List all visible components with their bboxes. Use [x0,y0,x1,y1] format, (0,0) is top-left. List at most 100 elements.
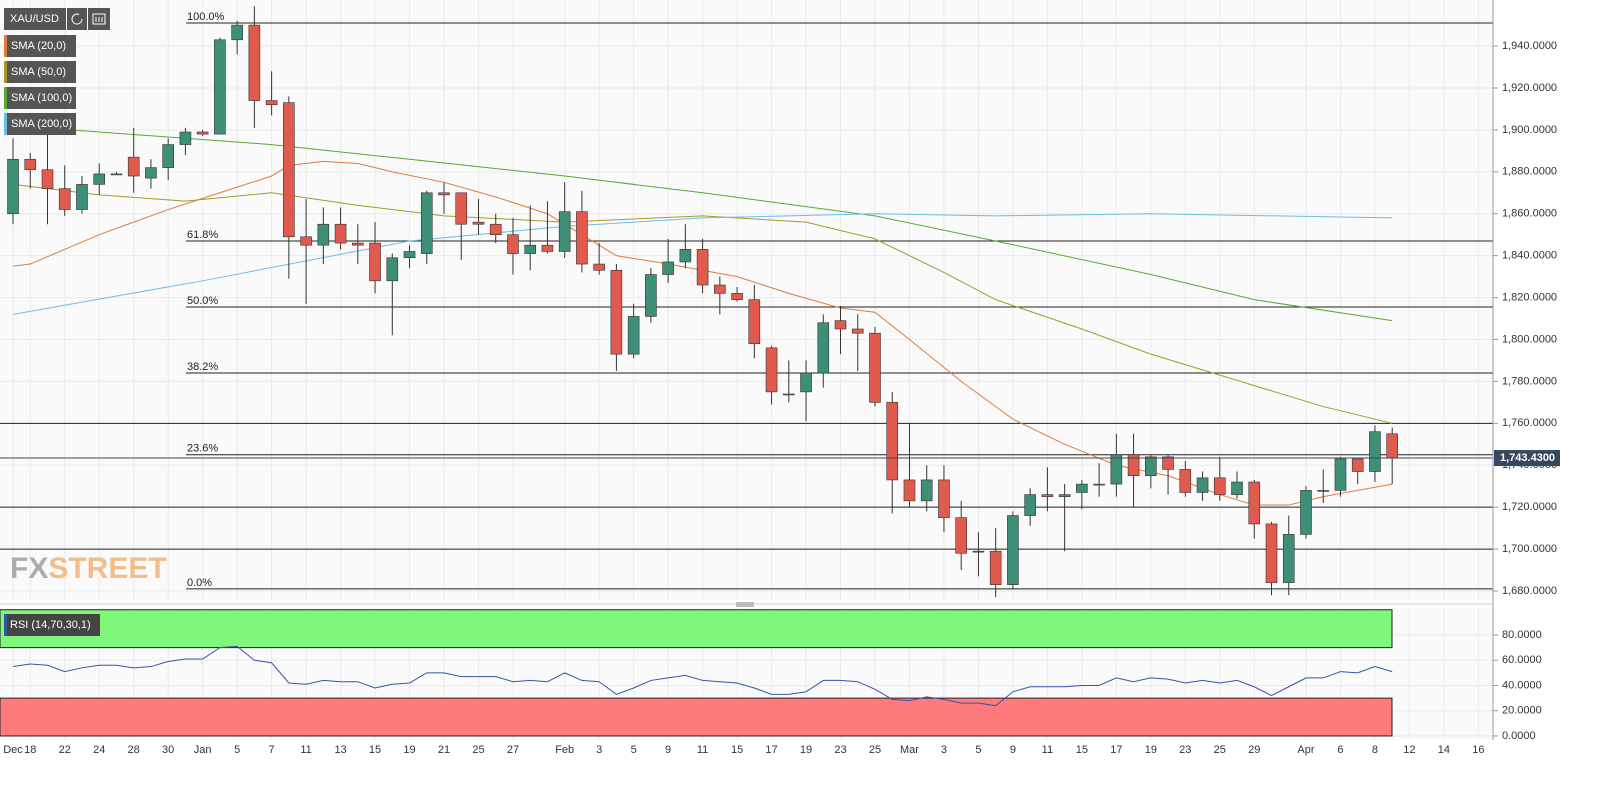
x-tick-label: 12 [1403,744,1415,756]
legend-label: SMA (100,0) [11,92,72,104]
legend-box[interactable] [4,614,100,636]
candle-body [93,173,106,185]
x-tick-label: Dec [3,744,23,756]
legend-box[interactable] [4,87,76,109]
candle-body [524,244,537,254]
refresh-icon [71,13,83,25]
candle-body [403,251,416,259]
x-tick-label: 3 [596,744,602,756]
y-tick-label: 0.0000 [1502,730,1536,742]
candle-body [920,479,933,502]
y-tick-label: 1,840.0000 [1502,250,1557,262]
x-tick-label: 23 [1179,744,1191,756]
candle-body [903,479,916,502]
candle-body [1041,494,1054,497]
x-tick-label: 11 [1042,744,1053,756]
candle-body [1282,534,1295,583]
candle-body [1007,515,1019,586]
candle-body [748,299,761,344]
y-tick-label: 1,700.0000 [1502,543,1557,555]
candle-body [1076,483,1088,493]
grid [0,0,1493,740]
rsi-zone [0,609,1393,649]
candle-body [300,236,312,246]
y-tick-label: 40.0000 [1502,679,1542,691]
candle-body [1265,523,1278,583]
fib-label: 100.0% [187,11,225,23]
candle-body [1213,477,1226,495]
candle-body [731,293,743,300]
legend-swatch [4,87,7,109]
legend-box[interactable] [4,35,76,57]
candle-body [714,284,726,294]
legend-label: RSI (14,70,30,1) [10,619,91,631]
candle-body [145,167,157,179]
y-tick-label: 1,940.0000 [1502,40,1557,52]
candle-body [283,102,295,238]
candle-body [800,372,812,393]
candle-body [662,261,674,275]
candle-body [1351,458,1364,472]
refresh-button[interactable] [67,8,87,30]
candle-body [938,479,950,518]
legend: SMA (20,0) SMA (50,0) SMA (100,0) SMA (200,… [4,35,100,636]
candle-body [645,274,657,317]
x-tick-label: 9 [665,744,671,756]
candle-body [1300,490,1312,535]
x-tick-label: 7 [269,744,275,756]
y-tick-label: 1,880.0000 [1502,166,1557,178]
marks: 100.0% 61.8% 50.0% 38.2% 23.6% 0.0% [0,6,1493,707]
x-tick-label: 5 [631,744,637,756]
legend-swatch [4,614,7,636]
legend-label: SMA (50,0) [11,66,66,78]
x-tick-label: 22 [59,744,71,756]
settings-icon [92,13,106,25]
x-tick-label: 25 [1214,744,1226,756]
logo-street: STREET [48,552,166,585]
x-tick-label: 28 [128,744,140,756]
x-tick-label: 14 [1438,744,1450,756]
symbol-box[interactable] [4,8,66,30]
x-tick-label: Apr [1297,744,1314,756]
candle-body [541,244,554,252]
resize-handle[interactable] [736,602,754,607]
x-tick-label: 24 [93,744,105,756]
candle-body [438,192,450,196]
candle-body [1145,456,1157,477]
fib-label: 0.0% [187,577,212,589]
y-tick-label: 1,680.0000 [1502,585,1557,597]
candle-body [386,257,399,282]
candle-body [1248,481,1261,525]
sma-line [12,183,1393,424]
legend-label: SMA (200,0) [11,118,72,130]
y-tick-label: 20.0000 [1502,705,1542,717]
x-tick-label: Feb [555,744,574,756]
x-tick-label: 13 [334,744,346,756]
x-tick-label: 9 [1010,744,1016,756]
candle-body [58,188,71,210]
toolbar: XAU/USD [4,8,110,30]
rsi-zone [0,697,1393,737]
last-price-box [1494,450,1560,467]
fib-label: 61.8% [187,229,218,241]
fib-label: 23.6% [187,443,218,455]
legend-box[interactable] [4,113,76,135]
candle-body [851,328,864,334]
candle-body [558,211,571,252]
legend-label: SMA (20,0) [11,40,66,52]
x-tick-label: 25 [472,744,484,756]
x-tick-label: 27 [507,744,519,756]
candle-body [1231,481,1243,495]
x-tick-label: 5 [234,744,240,756]
x-tick-label: Mar [900,744,919,756]
logo-fx: FX [10,552,48,585]
candle-body [1162,456,1174,470]
candle-body [7,158,19,215]
candle-body [1369,431,1381,472]
x-tick-label: 11 [697,744,708,756]
legend-swatch [4,35,7,57]
fib-label: 38.2% [187,361,218,373]
legend-box[interactable] [4,61,76,83]
symbol: XAU/USD [10,13,59,25]
